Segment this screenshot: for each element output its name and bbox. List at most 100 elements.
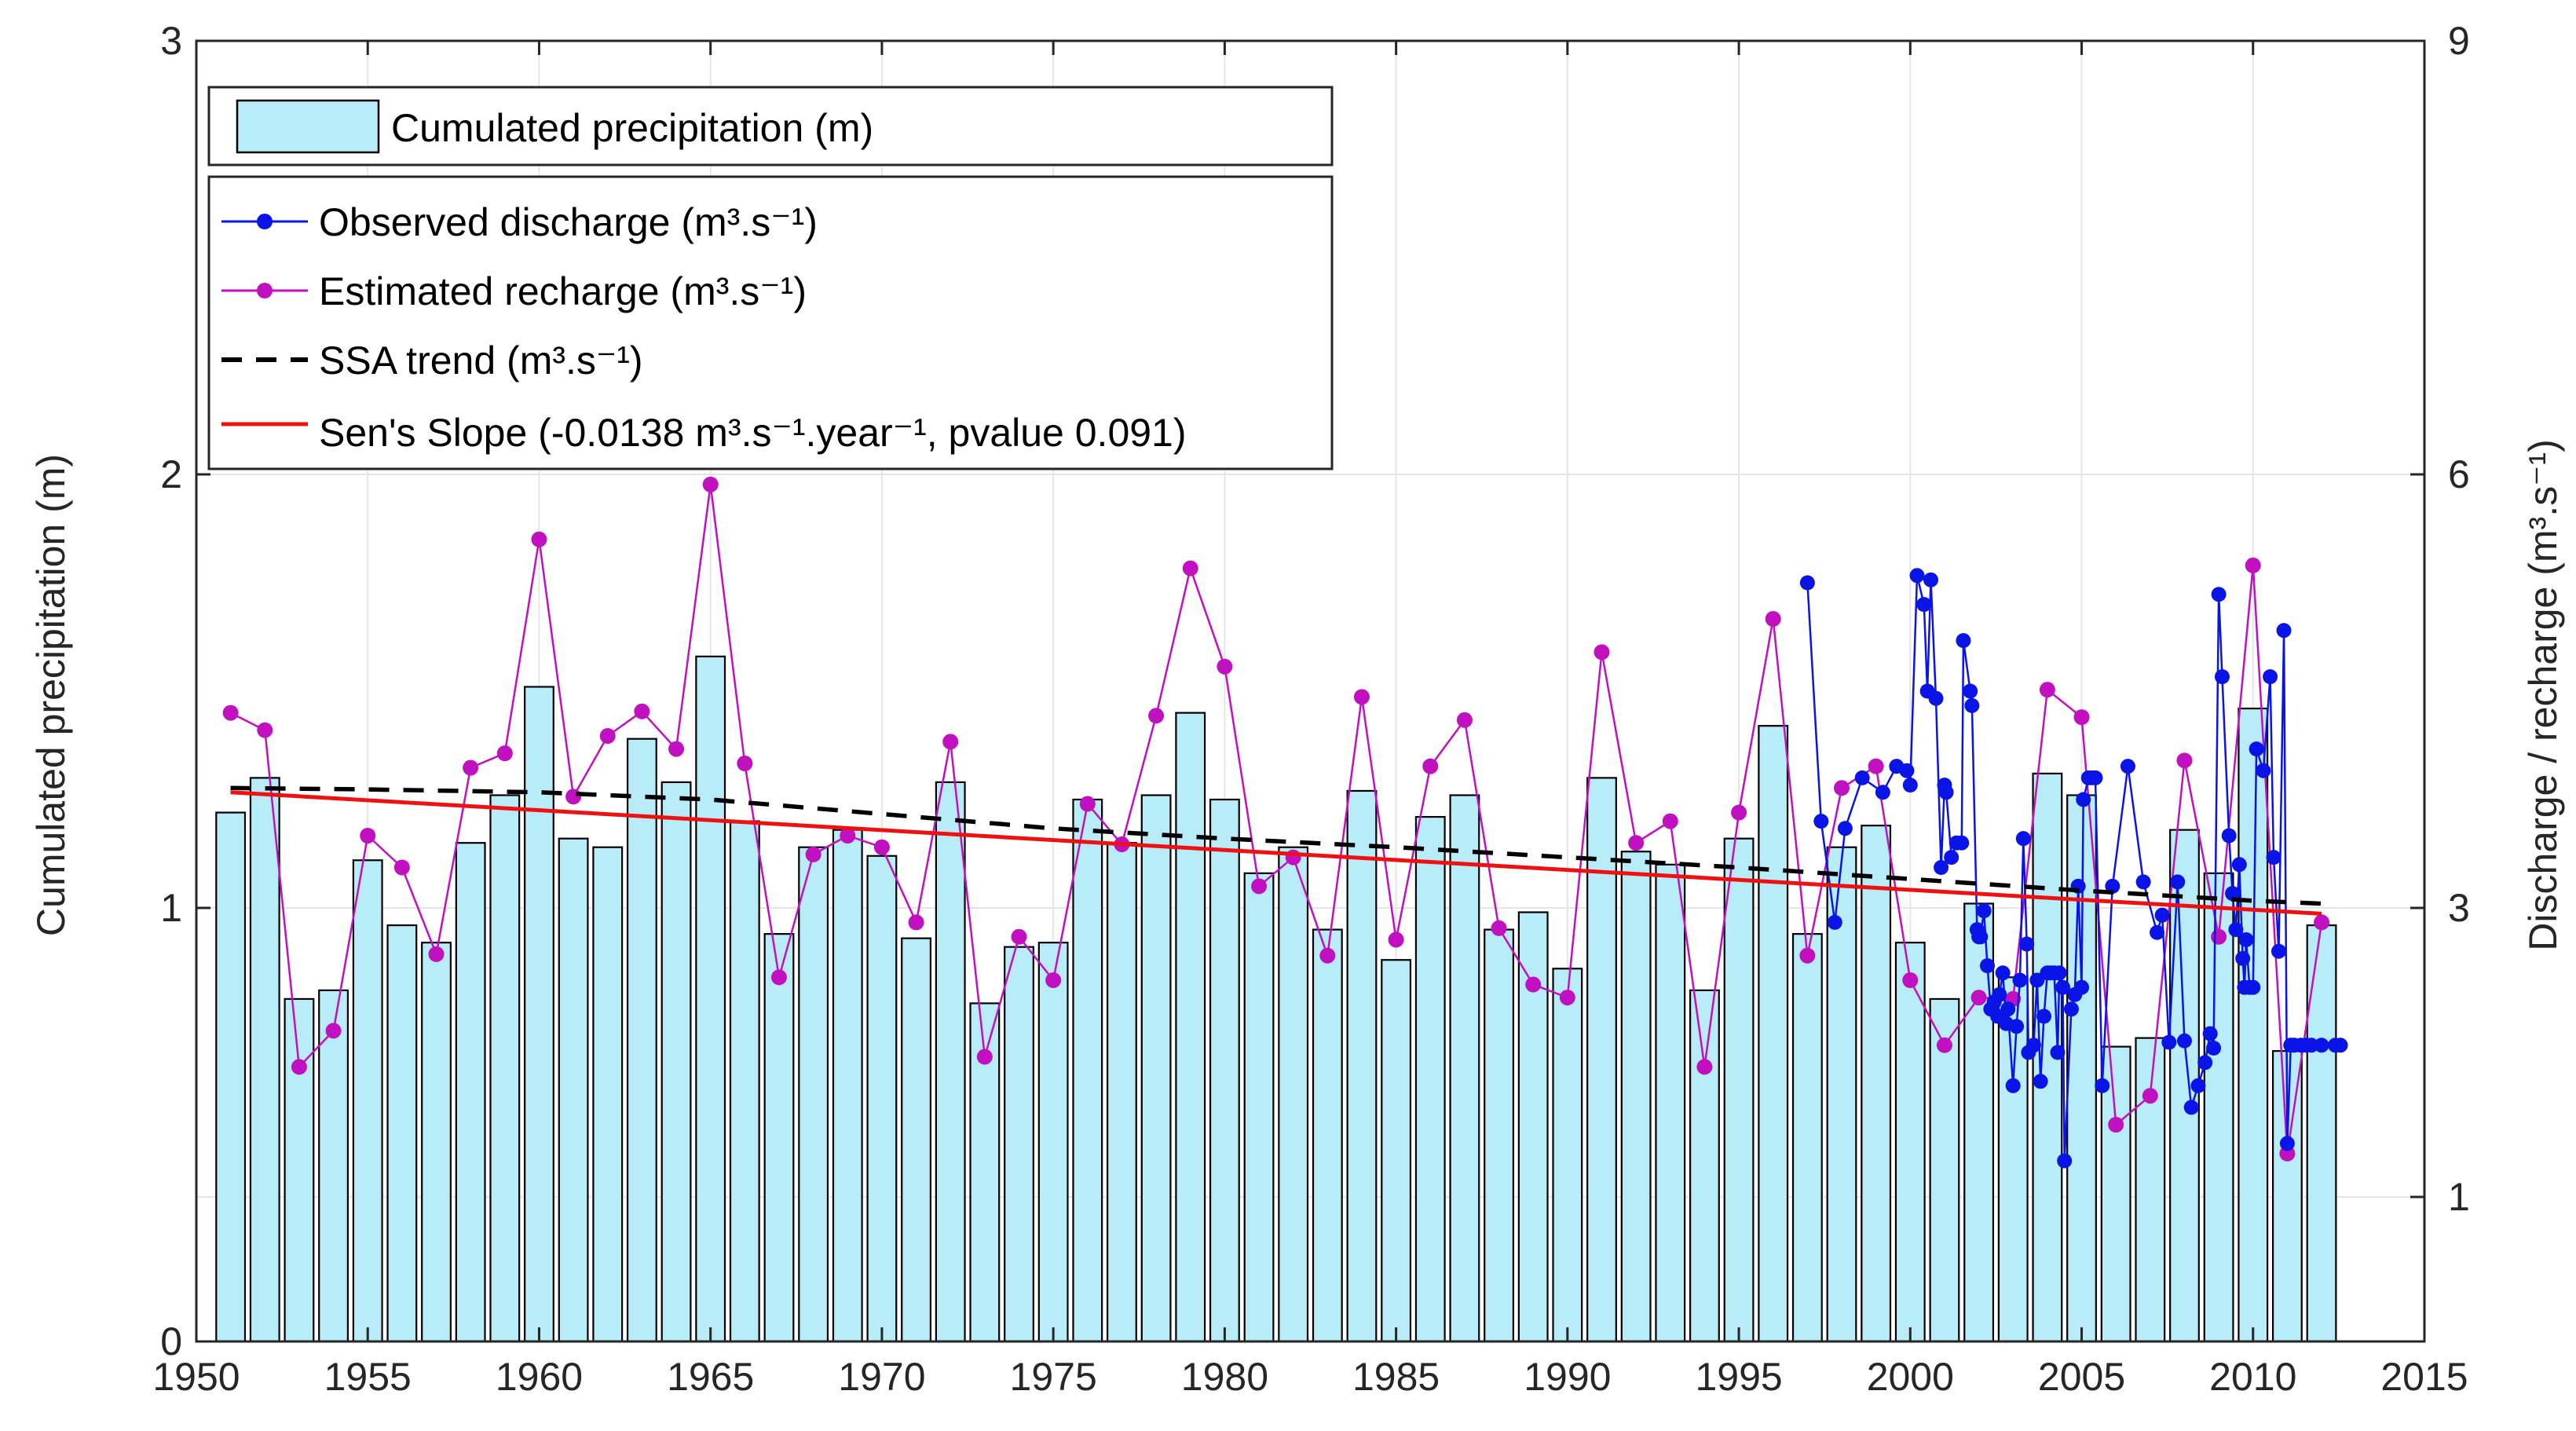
observed-point (1813, 814, 1829, 829)
observed-point (2276, 623, 2292, 639)
precip-bar (558, 837, 589, 1343)
recharge-point (1353, 689, 1370, 705)
x-tick-label: 2015 (2380, 1355, 2468, 1399)
precip-bar (386, 924, 418, 1343)
observed-point (2019, 936, 2035, 952)
precip-bar (1004, 946, 1034, 1343)
precip-bar (1072, 798, 1103, 1343)
precip-bar (1312, 928, 1343, 1343)
recharge-point (1251, 878, 1268, 895)
observed-point (1973, 929, 1989, 945)
precip-bar (1826, 846, 1857, 1343)
observed-point (1976, 903, 1992, 919)
recharge-point (1594, 644, 1610, 661)
observed-point (2303, 1038, 2319, 1053)
recharge-point (1011, 928, 1027, 945)
observed-point (2279, 1136, 2295, 1151)
legend-precip-swatch (236, 99, 380, 154)
precip-bar (1209, 798, 1240, 1343)
observed-point (2271, 943, 2287, 959)
y-right-tick-label: 6 (2448, 452, 2470, 496)
observed-point (2036, 1008, 2052, 1024)
observed-point (2076, 792, 2091, 807)
precip-bar (1586, 777, 1617, 1343)
observed-point (2256, 763, 2271, 778)
y-left-tick-label: 0 (160, 1319, 182, 1363)
precip-bar (1484, 928, 1514, 1343)
precip-bar (489, 794, 521, 1343)
recharge-point (393, 859, 410, 876)
x-tick-label: 2010 (2209, 1355, 2296, 1399)
recharge-point (1217, 658, 1233, 675)
observed-point (2025, 1038, 2041, 1053)
precip-bar (2100, 1045, 2131, 1343)
legend-precip-frame (207, 86, 1334, 167)
recharge-point (599, 728, 616, 745)
observed-point (2249, 741, 2264, 757)
observed-point (2263, 669, 2278, 685)
x-tick-label: 2000 (1867, 1355, 1954, 1399)
precip-bar (1689, 989, 1720, 1343)
observed-point (1980, 958, 1996, 974)
observed-point (1964, 697, 1980, 713)
observed-point (2228, 922, 2244, 938)
observed-point (2206, 1040, 2222, 1056)
x-tick-label: 1975 (1010, 1355, 1097, 1399)
precip-bar (1278, 846, 1309, 1343)
precip-bar (284, 997, 315, 1343)
recharge-point (770, 969, 787, 986)
precip-bar (1346, 789, 1378, 1343)
observed-point (2074, 979, 2090, 995)
observed-point (2225, 886, 2241, 902)
precip-bar (935, 781, 966, 1343)
observed-point (1837, 821, 1853, 836)
observed-point (1954, 835, 1970, 851)
precip-bar (1381, 959, 1412, 1343)
recharge-point (2245, 557, 2261, 573)
observed-point (2063, 1001, 2079, 1017)
recharge-point (531, 531, 547, 547)
right-axis-title: Discharge / recharge (m³.s⁻¹) (2521, 439, 2565, 951)
legend-sen-label: Sen's Slope (-0.0138 m³.s⁻¹.year⁻¹, pval… (319, 411, 1187, 455)
recharge-point (976, 1049, 993, 1065)
precip-bar (2066, 794, 2097, 1343)
recharge-point (634, 703, 650, 719)
observed-point (2120, 759, 2135, 774)
precip-bar (660, 781, 692, 1343)
recharge-point (2142, 1088, 2158, 1104)
recharge-point (565, 789, 582, 805)
observed-point (1963, 683, 1978, 699)
observed-point (2000, 1001, 2016, 1017)
recharge-point (291, 1059, 307, 1075)
recharge-point (496, 745, 513, 762)
recharge-point (463, 759, 479, 776)
recharge-point (2211, 928, 2227, 945)
observed-point (1875, 785, 1890, 800)
observed-point (2245, 979, 2261, 995)
legend-precip-label: Cumulated precipitation (m) (391, 106, 873, 150)
recharge-line (230, 483, 2323, 1155)
precip-bar (1861, 825, 1892, 1343)
precip-bar (215, 811, 247, 1343)
recharge-point (1422, 758, 1439, 774)
observed-point (1944, 850, 1959, 866)
y-left-tick-label: 2 (160, 452, 182, 496)
precip-bar (1552, 968, 1583, 1343)
precip-bar (626, 737, 657, 1343)
recharge-point (1868, 758, 1884, 774)
recharge-point (1696, 1059, 1713, 1075)
precip-bar (318, 989, 349, 1343)
precip-bar (1140, 794, 1172, 1343)
legend-series-frame (207, 175, 1334, 470)
recharge-point (2039, 682, 2055, 698)
recharge-point (1799, 947, 1816, 964)
observed-point (2135, 874, 2151, 890)
precip-bar (2135, 1037, 2166, 1343)
recharge-point (1731, 804, 1747, 821)
precip-bar (352, 859, 383, 1343)
precip-bar (1791, 933, 1823, 1343)
precip-bar (1414, 815, 1446, 1343)
observed-point (2012, 972, 2028, 988)
observed-point (1899, 763, 1915, 778)
observed-point (2333, 1038, 2348, 1053)
